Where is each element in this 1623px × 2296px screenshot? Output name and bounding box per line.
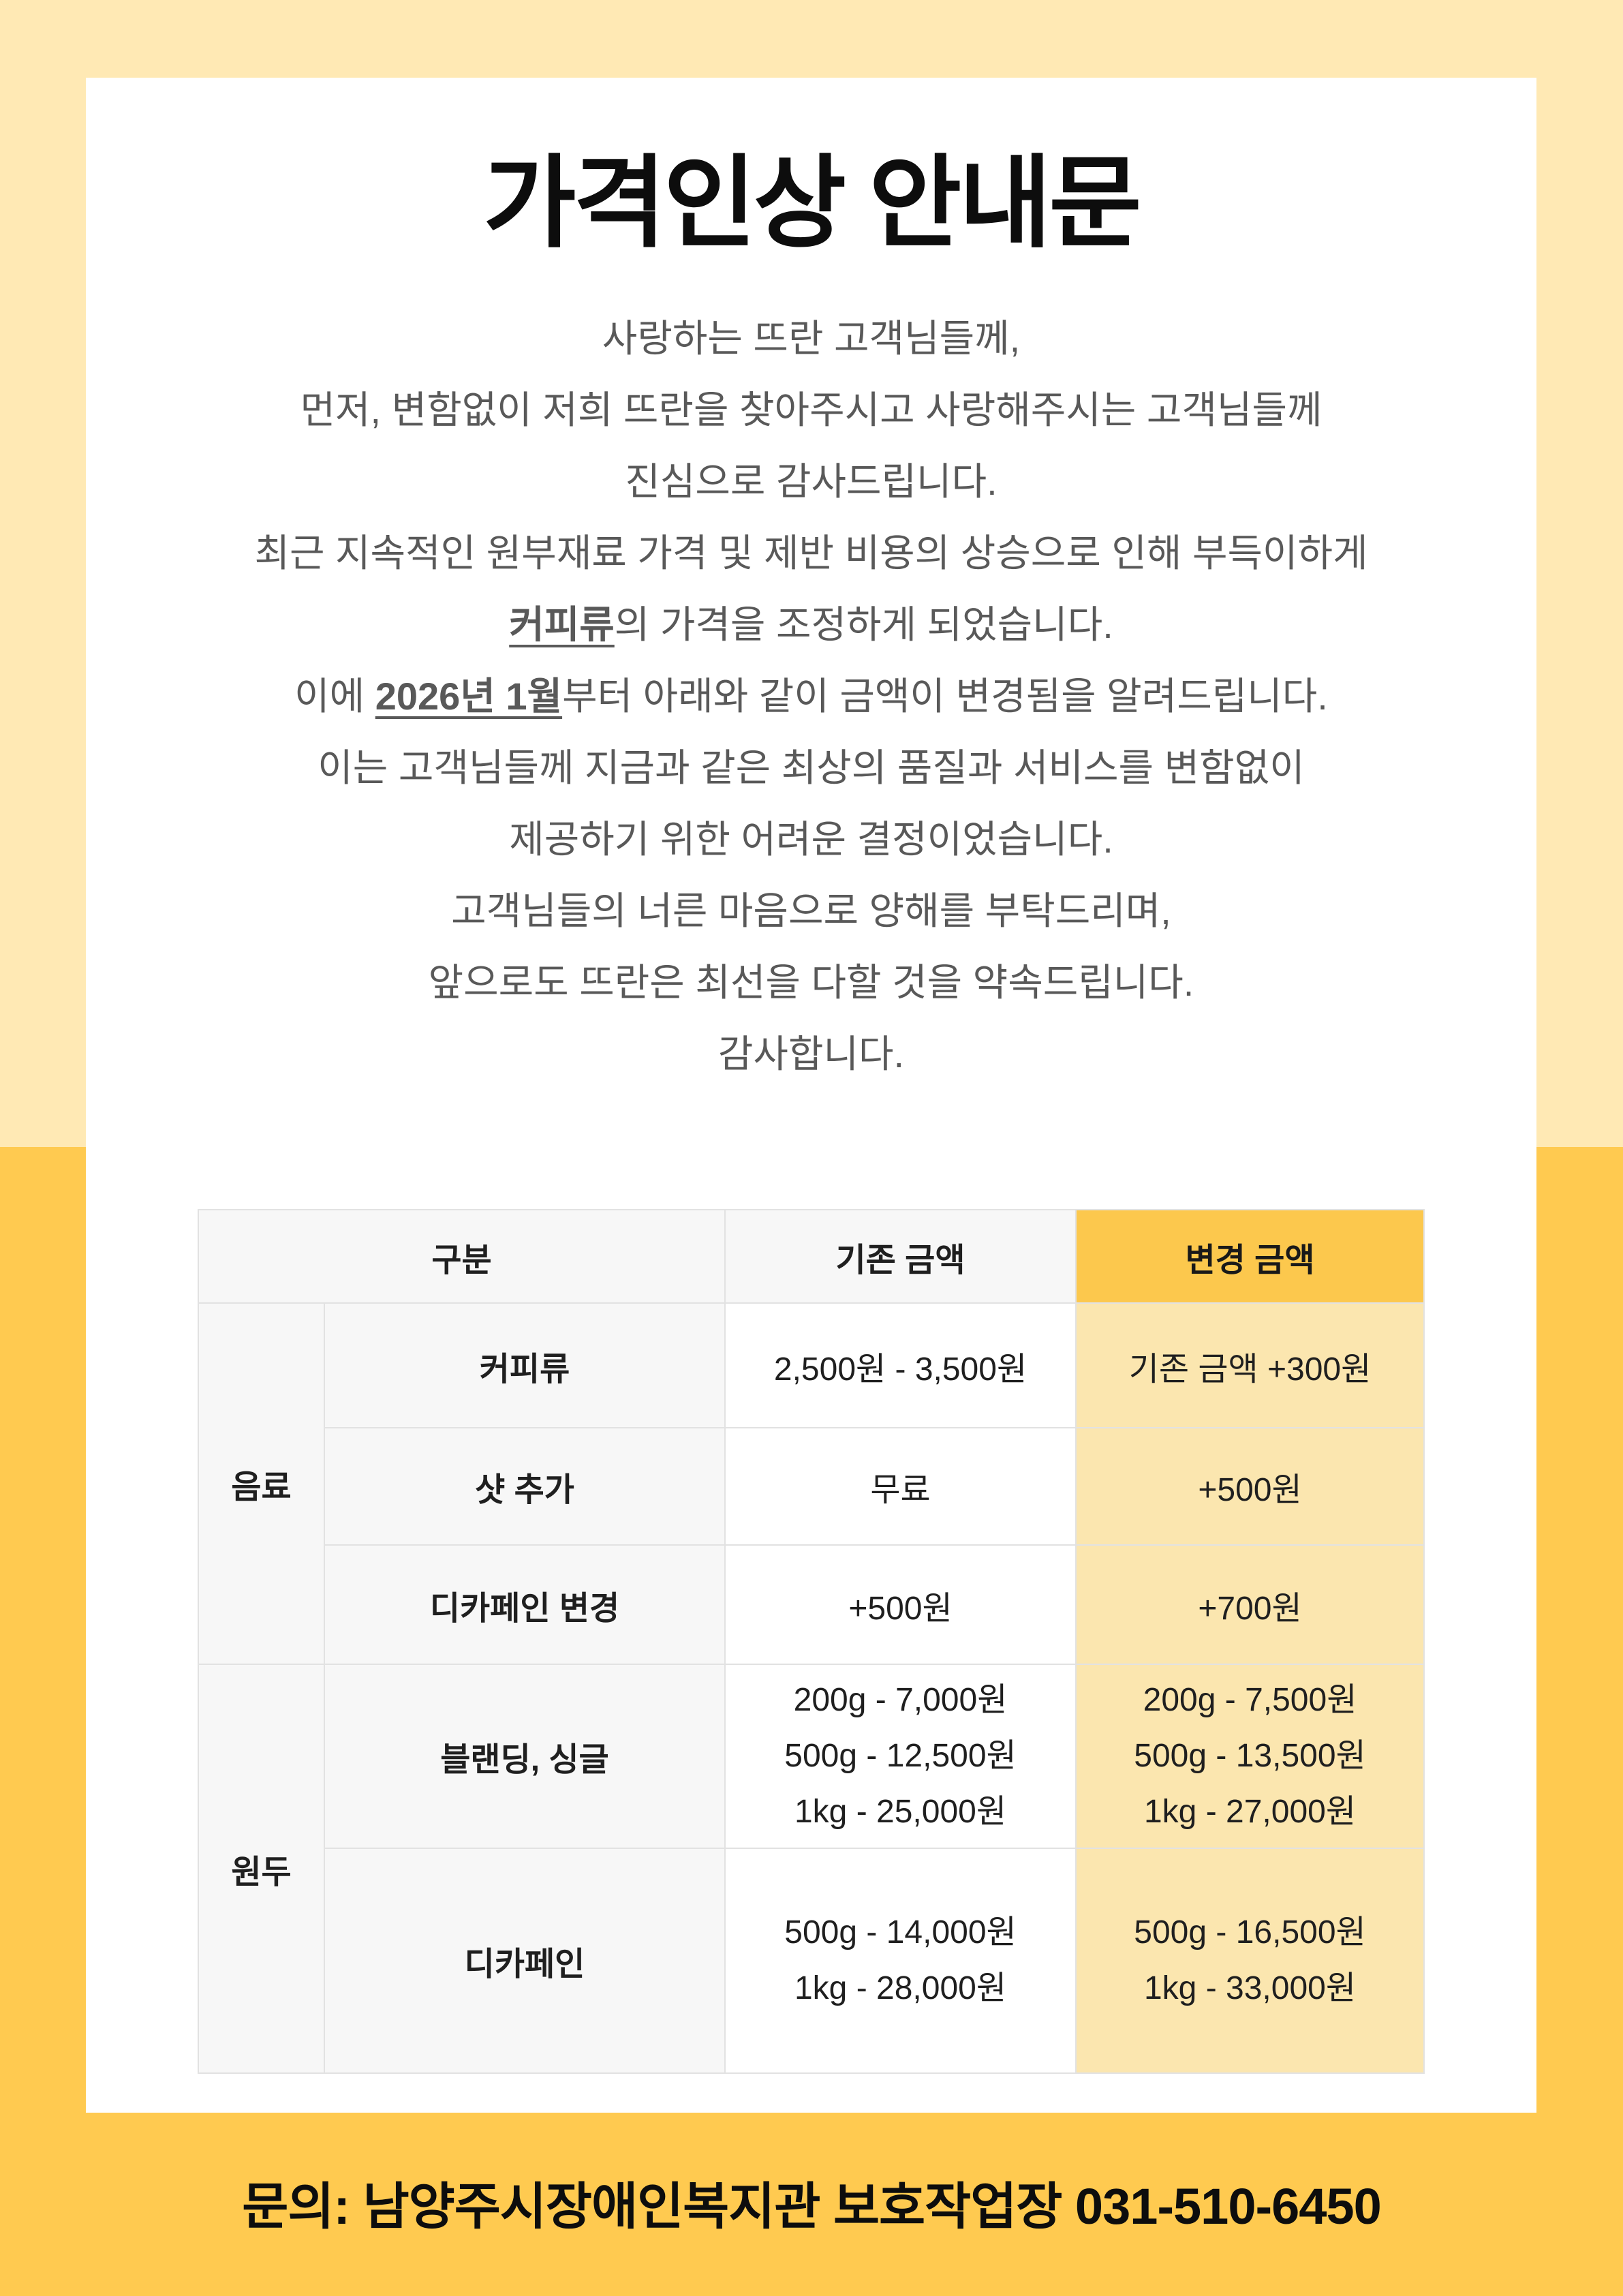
table-cell-new-price: +700원 xyxy=(1075,1544,1425,1666)
contact-footer: 문의: 남양주시장애인복지관 보호작업장 031-510-6450 xyxy=(242,2178,1382,2235)
price-table: 구분 기존 금액 변경 금액 음료 커피류 2,500원 - 3,500원 기존… xyxy=(197,1209,1425,2075)
table-row: 원두 블랜딩, 싱글 200g - 7,000원 500g - 12,500원 … xyxy=(197,1664,1425,2075)
table-cell-old-price: 500g - 14,000원 1kg - 28,000원 xyxy=(724,1848,1077,2075)
notice-body: 사랑하는 뜨란 고객님들께, 먼저, 변함없이 저희 뜨란을 찾아주시고 사랑해… xyxy=(86,303,1536,1090)
notice-line: 사랑하는 뜨란 고객님들께, xyxy=(602,317,1021,361)
notice-line-text: 의 가격을 조정하게 되었습니다. xyxy=(614,603,1113,647)
notice-line: 진심으로 감사드립니다. xyxy=(625,460,998,504)
notice-line-text: 부터 아래와 같이 금액이 변경됨을 알려드립니다. xyxy=(562,675,1328,718)
table-row: 샷 추가 무료 +500원 xyxy=(198,1427,1425,1546)
table-cell-item: 블랜딩, 싱글 xyxy=(323,1664,726,1850)
emphasis-coffee: 커피류 xyxy=(509,603,615,647)
table-header-row: 구분 기존 금액 변경 금액 xyxy=(197,1209,1425,1304)
table-cell-old-price: 2,500원 - 3,500원 xyxy=(724,1302,1077,1429)
notice-card: 가격인상 안내문 사랑하는 뜨란 고객님들께, 먼저, 변함없이 저희 뜨란을 … xyxy=(86,78,1536,2113)
table-row: 디카페인 변경 +500원 +700원 xyxy=(198,1544,1425,1666)
page-title: 가격인상 안내문 xyxy=(483,147,1141,260)
table-cell-item: 디카페인 xyxy=(323,1848,726,2075)
table-row: 디카페인 500g - 14,000원 1kg - 28,000원 500g -… xyxy=(198,1848,1425,2075)
notice-line: 커피류의 가격을 조정하게 되었습니다. xyxy=(86,589,1536,660)
notice-line: 앞으로도 뜨란은 최선을 다할 것을 약속드립니다. xyxy=(428,961,1194,1005)
notice-line: 먼저, 변함없이 저희 뜨란을 찾아주시고 사랑해주시는 고객님들께 xyxy=(300,388,1323,432)
notice-line: 제공하기 위한 어려운 결정이었습니다. xyxy=(509,818,1113,861)
table-cell-new-price: 200g - 7,500원 500g - 13,500원 1kg - 27,00… xyxy=(1075,1664,1425,1850)
table-cell-old-price: +500원 xyxy=(724,1544,1077,1666)
emphasis-date: 2026년 1월 xyxy=(375,675,563,718)
table-cell-old-price: 200g - 7,000원 500g - 12,500원 1kg - 25,00… xyxy=(724,1664,1077,1850)
header-category: 구분 xyxy=(197,1209,726,1304)
table-row: 음료 커피류 2,500원 - 3,500원 기존 금액 +300원 xyxy=(197,1302,1425,1666)
notice-line: 이는 고객님들께 지금과 같은 최상의 품질과 서비스를 변함없이 xyxy=(318,746,1305,790)
notice-line-text: 이에 xyxy=(294,675,375,718)
table-cell-old-price: 무료 xyxy=(724,1427,1077,1546)
table-cell-item: 커피류 xyxy=(323,1302,726,1429)
notice-line: 최근 지속적인 원부재료 가격 및 제반 비용의 상승으로 인해 부득이하게 xyxy=(254,532,1368,575)
table-cell-item: 디카페인 변경 xyxy=(323,1544,726,1666)
table-group-label-beans: 원두 xyxy=(197,1664,325,2075)
table-group-label-beverage: 음료 xyxy=(197,1302,325,1666)
table-cell-item: 샷 추가 xyxy=(323,1427,726,1546)
table-cell-new-price: +500원 xyxy=(1075,1427,1425,1546)
header-new-price: 변경 금액 xyxy=(1075,1209,1425,1304)
notice-line: 감사합니다. xyxy=(717,1032,905,1076)
notice-line: 이에 2026년 1월부터 아래와 같이 금액이 변경됨을 알려드립니다. xyxy=(86,660,1536,732)
table-cell-new-price: 기존 금액 +300원 xyxy=(1075,1302,1425,1429)
notice-line: 고객님들의 너른 마음으로 양해를 부탁드리며, xyxy=(451,889,1171,933)
header-old-price: 기존 금액 xyxy=(724,1209,1077,1304)
table-cell-new-price: 500g - 16,500원 1kg - 33,000원 xyxy=(1075,1848,1425,2075)
